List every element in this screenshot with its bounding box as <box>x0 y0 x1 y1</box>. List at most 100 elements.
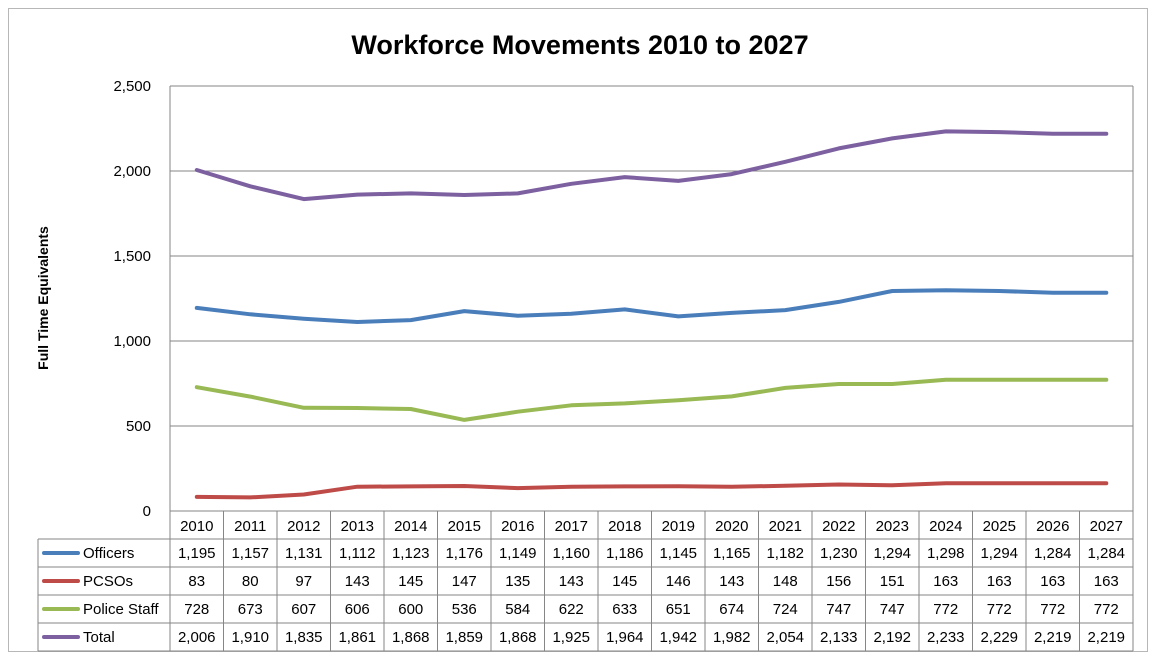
data-point <box>837 482 841 486</box>
data-label: 1,868 <box>392 629 430 646</box>
data-label: 2,219 <box>1087 629 1125 646</box>
data-point <box>569 403 573 407</box>
data-label: 151 <box>880 573 905 590</box>
series-lines <box>194 129 1109 500</box>
data-point <box>409 407 413 411</box>
data-label: 1,294 <box>980 545 1018 562</box>
data-point <box>783 386 787 390</box>
data-label: 2,192 <box>873 629 911 646</box>
data-label: 728 <box>184 601 209 618</box>
data-label: 1,195 <box>178 545 216 562</box>
x-category-label: 2019 <box>662 518 695 535</box>
data-label: 2,229 <box>980 629 1018 646</box>
data-point <box>516 191 520 195</box>
data-label: 1,942 <box>659 629 697 646</box>
series-line-total <box>194 129 1109 202</box>
data-point <box>676 398 680 402</box>
data-point <box>623 175 627 179</box>
x-category-label: 2018 <box>608 518 641 535</box>
data-point <box>569 312 573 316</box>
data-point <box>944 481 948 485</box>
data-point <box>462 418 466 422</box>
data-point <box>355 485 359 489</box>
data-label: 584 <box>505 601 530 618</box>
data-label: 163 <box>933 573 958 590</box>
y-tick-label: 0 <box>143 503 151 520</box>
chart-title: Workforce Movements 2010 to 2027 <box>351 30 808 60</box>
data-label: 1,294 <box>873 545 911 562</box>
data-label: 135 <box>505 573 530 590</box>
data-label: 147 <box>452 573 477 590</box>
data-label: 1,182 <box>766 545 804 562</box>
data-point <box>944 288 948 292</box>
data-label: 1,123 <box>392 545 430 562</box>
data-label: 674 <box>719 601 744 618</box>
x-category-label: 2015 <box>448 518 481 535</box>
data-point <box>783 308 787 312</box>
x-category-label: 2025 <box>983 518 1016 535</box>
data-label: 2,133 <box>820 629 858 646</box>
x-category-label: 2014 <box>394 518 427 535</box>
data-label: 143 <box>559 573 584 590</box>
data-label: 156 <box>826 573 851 590</box>
data-point <box>997 481 1001 485</box>
data-label: 606 <box>345 601 370 618</box>
data-point <box>462 484 466 488</box>
data-label: 163 <box>1040 573 1065 590</box>
data-label: 97 <box>295 573 312 590</box>
data-point <box>195 495 199 499</box>
data-label: 600 <box>398 601 423 618</box>
data-label: 2,006 <box>178 629 216 646</box>
data-label: 83 <box>188 573 205 590</box>
data-label: 607 <box>291 601 316 618</box>
x-category-label: 2027 <box>1090 518 1123 535</box>
data-point <box>676 484 680 488</box>
data-point <box>409 484 413 488</box>
gridlines <box>169 85 1134 512</box>
data-point <box>355 406 359 410</box>
data-point <box>302 493 306 497</box>
data-label: 1,176 <box>445 545 483 562</box>
legend-label: Total <box>83 629 115 646</box>
data-label: 143 <box>345 573 370 590</box>
data-point <box>516 486 520 490</box>
data-label: 772 <box>1094 601 1119 618</box>
data-point <box>730 311 734 315</box>
data-point <box>355 193 359 197</box>
data-label: 2,233 <box>927 629 965 646</box>
data-point <box>837 300 841 304</box>
data-point <box>248 495 252 499</box>
series-line-officers <box>194 288 1109 324</box>
data-point <box>783 160 787 164</box>
data-point <box>516 410 520 414</box>
data-label: 1,910 <box>231 629 269 646</box>
data-label: 145 <box>612 573 637 590</box>
data-point <box>676 179 680 183</box>
data-point <box>890 136 894 140</box>
data-point <box>302 197 306 201</box>
data-label: 1,298 <box>927 545 965 562</box>
data-label: 1,835 <box>285 629 323 646</box>
legend-label: Police Staff <box>83 601 159 618</box>
y-axis-label: Full Time Equivalents <box>35 226 51 370</box>
data-label: 1,112 <box>339 545 375 562</box>
data-label: 1,230 <box>820 545 858 562</box>
x-category-label: 2026 <box>1036 518 1069 535</box>
chart-frame <box>8 8 1148 652</box>
data-label: 2,219 <box>1034 629 1072 646</box>
y-tick-label: 2,000 <box>113 163 151 180</box>
data-label: 1,160 <box>552 545 590 562</box>
data-point <box>1051 378 1055 382</box>
data-point <box>783 484 787 488</box>
data-point <box>462 309 466 313</box>
data-label: 747 <box>880 601 905 618</box>
data-point <box>462 193 466 197</box>
data-point <box>1051 291 1055 295</box>
data-label: 148 <box>773 573 798 590</box>
data-point <box>623 401 627 405</box>
data-point <box>409 318 413 322</box>
data-label: 536 <box>452 601 477 618</box>
data-label: 1,157 <box>231 545 269 562</box>
data-point <box>195 385 199 389</box>
